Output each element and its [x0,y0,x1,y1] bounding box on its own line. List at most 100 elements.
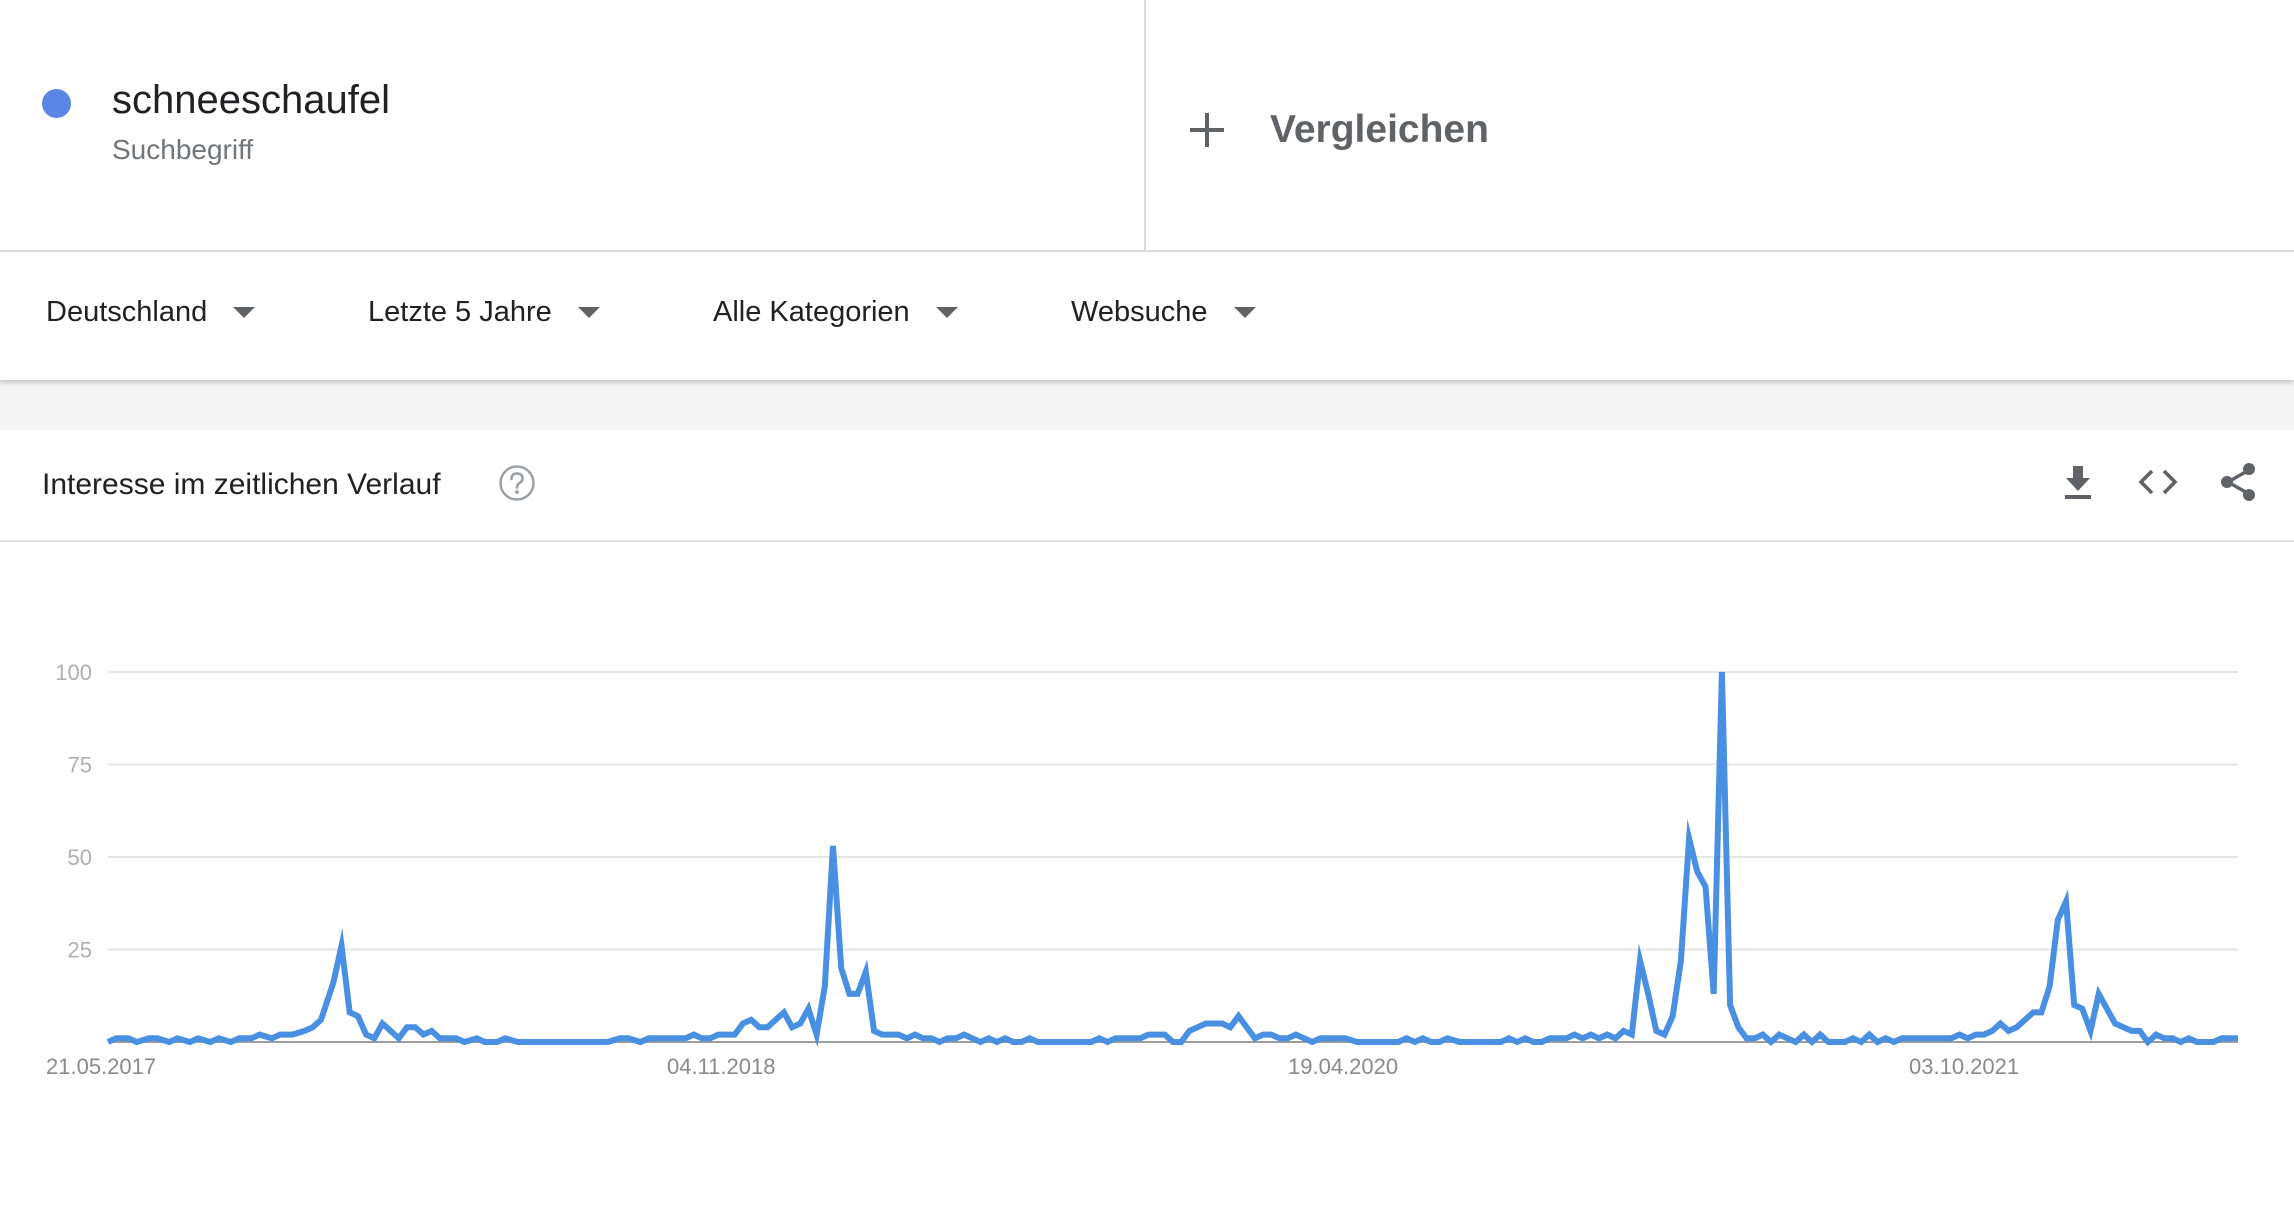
data-point[interactable] [1893,1041,1895,1043]
data-point[interactable] [1999,1023,2001,1025]
data-point[interactable] [1746,1037,1748,1039]
data-point[interactable] [349,1011,351,1013]
data-point[interactable] [1721,671,1723,673]
data-point[interactable] [783,1011,785,1013]
data-point[interactable] [906,1037,908,1039]
data-point[interactable] [2221,1037,2223,1039]
data-point[interactable] [1438,1041,1440,1043]
data-point[interactable] [1180,1041,1182,1043]
data-point[interactable] [1049,1041,1051,1043]
data-point[interactable] [1647,993,1649,995]
data-point[interactable] [230,1041,232,1043]
data-point[interactable] [807,1008,809,1010]
data-point[interactable] [2081,1008,2083,1010]
data-point[interactable] [1377,1041,1379,1043]
line-chart[interactable]: 100 75 50 25 21.05.2017 04.11.2018 19.04.2020 0… [0,542,2294,1210]
data-point[interactable] [2196,1041,2198,1043]
data-point[interactable] [848,993,850,995]
data-point[interactable] [398,1037,400,1039]
data-point[interactable] [963,1034,965,1036]
data-point[interactable] [1877,1041,1879,1043]
data-point[interactable] [2114,1023,2116,1025]
data-point[interactable] [1549,1037,1551,1039]
data-point[interactable] [1803,1034,1805,1036]
data-point[interactable] [1664,1034,1666,1036]
data-point[interactable] [889,1034,891,1036]
data-point[interactable] [1737,1026,1739,1028]
data-point[interactable] [1795,1041,1797,1043]
data-point[interactable] [2049,986,2051,988]
data-point[interactable] [128,1037,130,1039]
data-point[interactable] [1770,1041,1772,1043]
data-point[interactable] [1500,1041,1502,1043]
data-point[interactable] [357,1015,359,1017]
compare-button[interactable]: Vergleichen [1190,95,1489,165]
data-point[interactable] [1516,1041,1518,1043]
filter-category-dropdown[interactable]: Alle Kategorien [713,296,958,329]
data-point[interactable] [250,1037,252,1039]
data-point[interactable] [1344,1037,1346,1039]
data-point[interactable] [2172,1037,2174,1039]
data-point[interactable] [504,1037,506,1039]
data-point[interactable] [1762,1034,1764,1036]
data-point[interactable] [1533,1041,1535,1043]
data-point[interactable] [2032,1011,2034,1013]
data-point[interactable] [1844,1041,1846,1043]
filter-search-type-dropdown[interactable]: Websuche [1071,296,1256,329]
data-point[interactable] [1811,1041,1813,1043]
data-point[interactable] [2155,1034,2157,1036]
data-point[interactable] [1147,1034,1149,1036]
data-point[interactable] [1004,1037,1006,1039]
data-point[interactable] [717,1034,719,1036]
data-point[interactable] [209,1041,211,1043]
data-point[interactable] [1479,1041,1481,1043]
data-point[interactable] [865,971,867,973]
data-point[interactable] [2040,1011,2042,1013]
data-point[interactable] [988,1037,990,1039]
data-point[interactable] [558,1041,560,1043]
data-point[interactable] [1123,1037,1125,1039]
data-point[interactable] [439,1037,441,1039]
data-point[interactable] [1975,1034,1977,1036]
data-point[interactable] [1270,1034,1272,1036]
download-icon[interactable] [2056,460,2100,504]
data-point[interactable] [1070,1041,1072,1043]
data-point[interactable] [1565,1037,1567,1039]
data-point[interactable] [1934,1037,1936,1039]
data-point[interactable] [2098,993,2100,995]
data-point[interactable] [218,1037,220,1039]
data-point[interactable] [1909,1037,1911,1039]
data-point[interactable] [1213,1023,1215,1025]
data-point[interactable] [1639,960,1641,962]
data-point[interactable] [2016,1026,2018,1028]
data-point[interactable] [2106,1008,2108,1010]
embed-code-icon[interactable] [2136,460,2180,504]
data-point[interactable] [291,1034,293,1036]
data-point[interactable] [1508,1037,1510,1039]
data-point[interactable] [463,1041,465,1043]
data-point[interactable] [1107,1041,1109,1043]
data-point[interactable] [947,1037,949,1039]
data-point[interactable] [1172,1041,1174,1043]
data-point[interactable] [2073,1004,2075,1006]
data-point[interactable] [971,1037,973,1039]
data-point[interactable] [414,1026,416,1028]
data-point[interactable] [1860,1041,1862,1043]
data-point[interactable] [1598,1037,1600,1039]
data-point[interactable] [1012,1041,1014,1043]
data-point[interactable] [660,1037,662,1039]
data-point[interactable] [881,1034,883,1036]
data-point[interactable] [1582,1037,1584,1039]
data-point[interactable] [1139,1037,1141,1039]
data-point[interactable] [2204,1041,2206,1043]
help-icon[interactable] [498,464,536,502]
data-point[interactable] [1303,1037,1305,1039]
data-point[interactable] [2065,900,2067,902]
data-point[interactable] [365,1034,367,1036]
data-point[interactable] [1356,1041,1358,1043]
data-point[interactable] [914,1034,916,1036]
data-point[interactable] [767,1026,769,1028]
data-point[interactable] [1262,1034,1264,1036]
data-point[interactable] [816,1034,818,1036]
data-point[interactable] [1827,1041,1829,1043]
